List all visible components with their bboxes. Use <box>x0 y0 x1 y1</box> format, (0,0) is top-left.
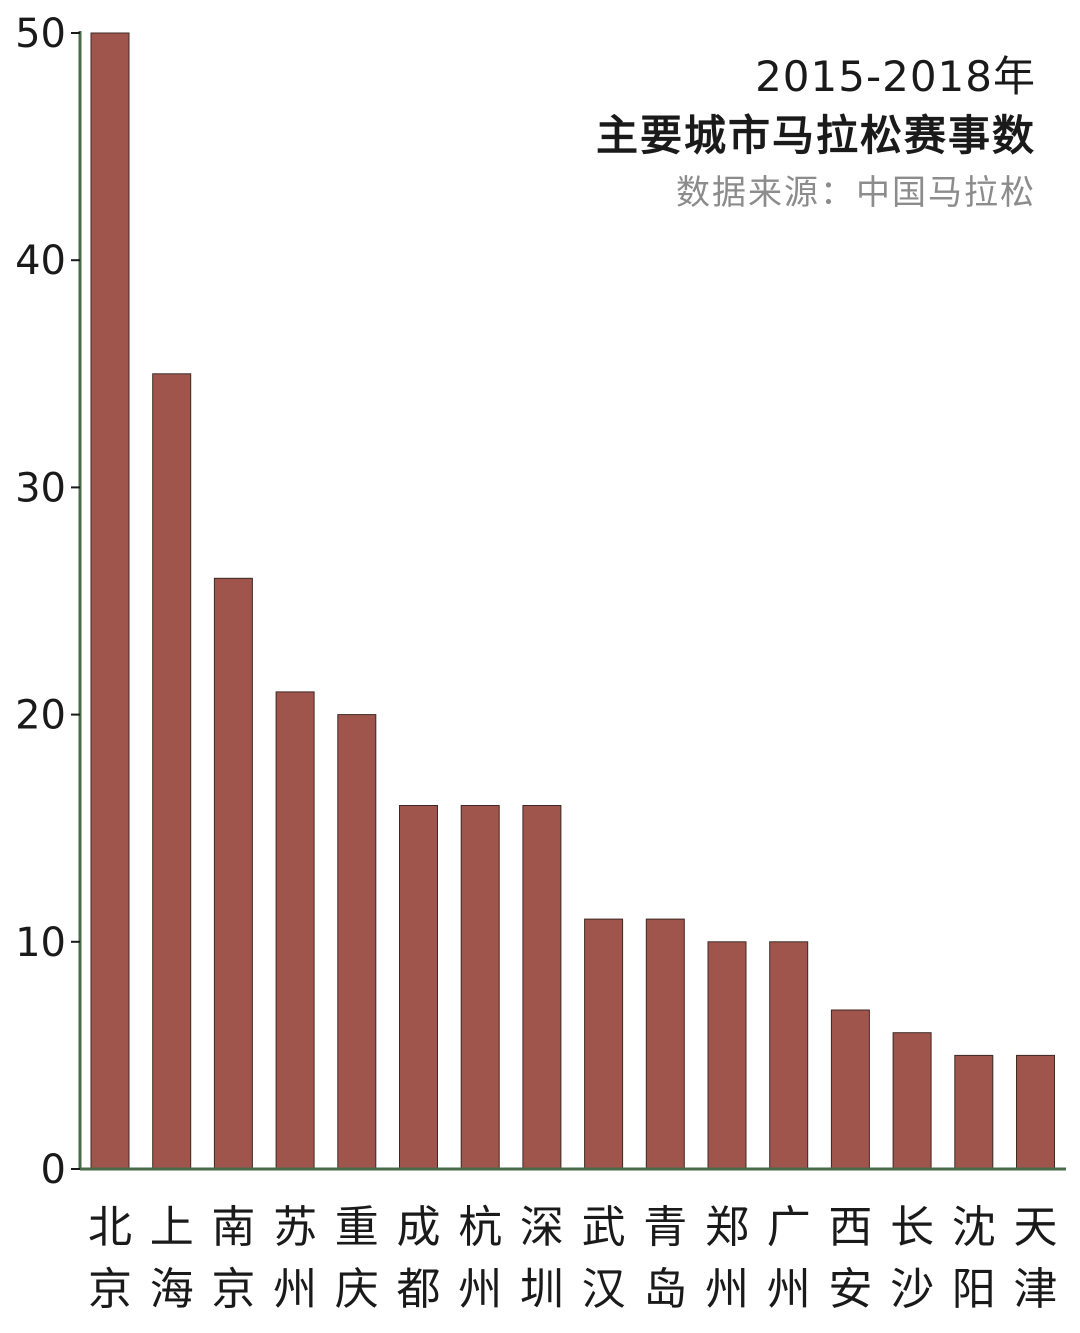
bar-6 <box>460 805 500 1170</box>
bar-7 <box>522 805 562 1170</box>
bar-11 <box>769 941 809 1170</box>
y-tick-label-2: 20 <box>15 693 66 739</box>
y-tick-label-3: 30 <box>15 465 66 511</box>
x-category-label-12: 西安 <box>828 1202 872 1315</box>
title-block: 2015-2018年 主要城市马拉松赛事数 数据来源：中国马拉松 <box>596 48 1036 220</box>
x-category-label-2: 南京 <box>211 1202 255 1315</box>
y-tick-label-1: 10 <box>15 920 66 966</box>
x-category-label-4: 重庆 <box>335 1202 379 1315</box>
bar-12 <box>830 1009 870 1170</box>
y-tick-labels: 0 10 20 30 40 50 <box>15 11 66 1193</box>
x-category-label-5: 成都 <box>397 1202 441 1315</box>
bars-layer <box>90 32 1055 1170</box>
bar-5 <box>399 805 438 1170</box>
y-tick-label-0: 0 <box>41 1147 66 1193</box>
bar-9 <box>645 918 685 1170</box>
bar-0 <box>90 32 130 1170</box>
x-category-label-8: 武汉 <box>582 1202 626 1315</box>
x-category-label-0: 北京 <box>88 1202 132 1315</box>
chart-title: 2015-2018年 <box>755 52 1036 101</box>
bar-3 <box>275 691 315 1170</box>
bar-8 <box>584 918 624 1170</box>
bar-10 <box>707 941 747 1170</box>
x-category-label-3: 苏州 <box>273 1202 317 1315</box>
x-category-label-1: 上海 <box>150 1202 194 1315</box>
x-category-label-15: 天津 <box>1014 1202 1058 1315</box>
data-source-note: 数据来源：中国马拉松 <box>676 173 1036 213</box>
bar-15 <box>1016 1054 1055 1170</box>
bar-13 <box>892 1032 932 1170</box>
chart-subtitle: 主要城市马拉松赛事数 <box>595 111 1036 160</box>
bar-2 <box>213 577 253 1170</box>
bar-1 <box>152 373 192 1170</box>
bar-14 <box>954 1054 994 1170</box>
x-category-label-11: 广州 <box>767 1202 811 1315</box>
x-category-label-10: 郑州 <box>705 1202 749 1315</box>
x-category-label-9: 青岛 <box>643 1202 687 1315</box>
x-category-label-6: 杭州 <box>458 1202 502 1315</box>
x-category-label-14: 沈阳 <box>952 1202 996 1315</box>
bar-4 <box>337 714 377 1170</box>
x-category-label-13: 长沙 <box>890 1202 934 1315</box>
axis-layer <box>71 31 1066 1171</box>
y-tick-label-4: 40 <box>15 238 66 284</box>
y-tick-label-5: 50 <box>15 11 66 57</box>
x-category-label-7: 深圳 <box>520 1202 564 1315</box>
